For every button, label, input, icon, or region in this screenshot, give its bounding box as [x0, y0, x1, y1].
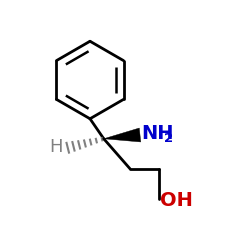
Text: 2: 2	[164, 132, 173, 144]
Text: NH: NH	[141, 124, 174, 143]
Polygon shape	[104, 128, 141, 142]
Text: OH: OH	[160, 190, 193, 210]
Text: H: H	[49, 138, 62, 156]
